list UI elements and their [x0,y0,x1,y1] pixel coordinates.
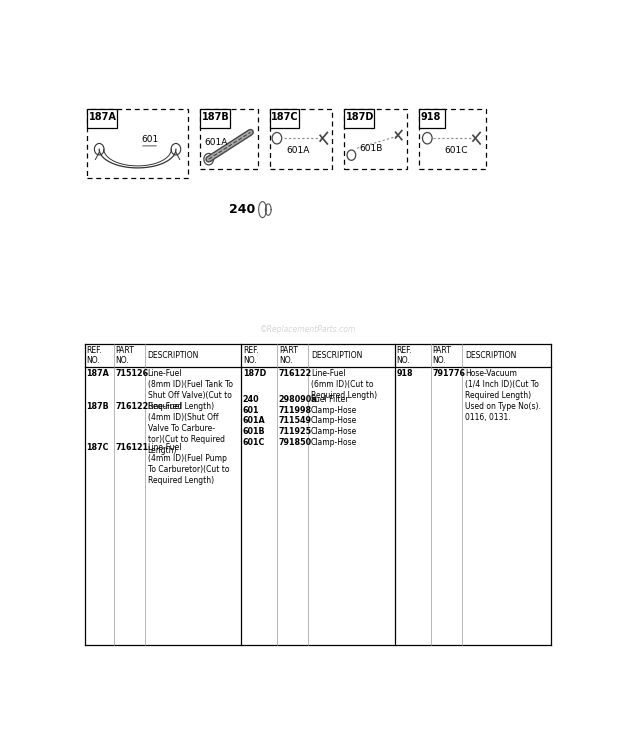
Text: DESCRIPTION: DESCRIPTION [311,351,363,360]
Text: 601: 601 [243,405,259,414]
Text: 601C: 601C [243,438,265,447]
Text: 187D: 187D [243,369,266,378]
Text: PART
NO.: PART NO. [279,346,298,365]
Text: 716121: 716121 [115,443,149,452]
Text: 298090a: 298090a [279,394,317,404]
Bar [270,109,299,128]
Text: Clamp-Hose: Clamp-Hose [311,438,357,447]
Bar [344,109,407,170]
Text: 187B: 187B [202,112,229,122]
Text: DESCRIPTION: DESCRIPTION [148,351,199,360]
Text: 918: 918 [397,369,413,378]
Bar [200,109,230,128]
Text: 240: 240 [243,394,259,404]
Text: 601B: 601B [359,144,383,153]
Text: 601: 601 [141,135,158,144]
Text: 187A: 187A [89,112,117,122]
Text: Line-Fuel
(4mm ID)(Shut Off
Valve To Carbure-
tor)(Cut to Required
Length): Line-Fuel (4mm ID)(Shut Off Valve To Car… [148,402,224,455]
Text: 711549: 711549 [279,417,312,426]
Text: 601A: 601A [243,417,265,426]
Text: Hose-Vacuum
(1/4 Inch ID)(Cut To
Required Length)
Used on Type No(s).
0116, 0131: Hose-Vacuum (1/4 Inch ID)(Cut To Require… [465,369,541,423]
Bar [200,109,258,170]
Text: 715126: 715126 [115,369,149,378]
Text: REF.
NO.: REF. NO. [397,346,412,365]
Text: Clamp-Hose: Clamp-Hose [311,405,357,414]
Text: Fuel Filter: Fuel Filter [311,394,348,404]
Text: REF.
NO.: REF. NO. [243,346,259,365]
Text: Clamp-Hose: Clamp-Hose [311,417,357,426]
Bar [418,109,445,128]
Text: Line-Fuel
(8mm ID)(Fuel Tank To
Shut Off Valve)(Cut to
Required Length): Line-Fuel (8mm ID)(Fuel Tank To Shut Off… [148,369,232,411]
Text: 791850: 791850 [279,438,312,447]
Text: ©ReplacementParts.com: ©ReplacementParts.com [260,325,356,334]
Text: PART
NO.: PART NO. [115,346,135,365]
Text: 187C: 187C [271,112,299,122]
Text: REF.
NO.: REF. NO. [87,346,102,365]
Text: 601A: 601A [286,146,309,155]
Text: PART
NO.: PART NO. [433,346,451,365]
Bar [270,109,332,170]
Text: DESCRIPTION: DESCRIPTION [465,351,516,360]
Text: 601A: 601A [205,138,228,147]
Bar [87,109,188,178]
Text: 187D: 187D [345,112,374,122]
Bar [87,109,117,128]
Text: 240: 240 [229,203,255,216]
Bar [344,109,374,128]
Text: 716122: 716122 [115,402,149,411]
Text: 716122: 716122 [279,369,312,378]
Text: 601C: 601C [444,146,467,155]
Text: 791776: 791776 [433,369,466,378]
Text: 187B: 187B [87,402,109,411]
Text: Clamp-Hose: Clamp-Hose [311,427,357,436]
Text: 711998: 711998 [279,405,312,414]
Text: Line-Fuel
(6mm ID)(Cut to
Required Length): Line-Fuel (6mm ID)(Cut to Required Lengt… [311,369,377,400]
Text: 601B: 601B [243,427,265,436]
Text: 918: 918 [420,112,440,122]
Text: 187A: 187A [87,369,110,378]
Text: Line-Fuel
(4mm ID)(Fuel Pump
To Carburetor)(Cut to
Required Length): Line-Fuel (4mm ID)(Fuel Pump To Carburet… [148,443,229,485]
Text: 187C: 187C [87,443,109,452]
Bar [418,109,486,170]
Text: 711925: 711925 [279,427,312,436]
